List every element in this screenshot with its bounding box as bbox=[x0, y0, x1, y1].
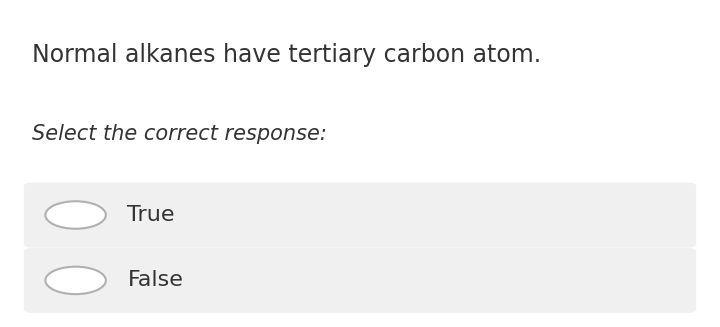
Text: Select the correct response:: Select the correct response: bbox=[32, 124, 328, 144]
FancyBboxPatch shape bbox=[24, 182, 696, 248]
Text: False: False bbox=[127, 270, 184, 290]
Circle shape bbox=[45, 201, 106, 229]
Text: True: True bbox=[127, 205, 175, 225]
Text: Normal alkanes have tertiary carbon atom.: Normal alkanes have tertiary carbon atom… bbox=[32, 43, 541, 66]
FancyBboxPatch shape bbox=[24, 248, 696, 313]
Circle shape bbox=[45, 267, 106, 294]
